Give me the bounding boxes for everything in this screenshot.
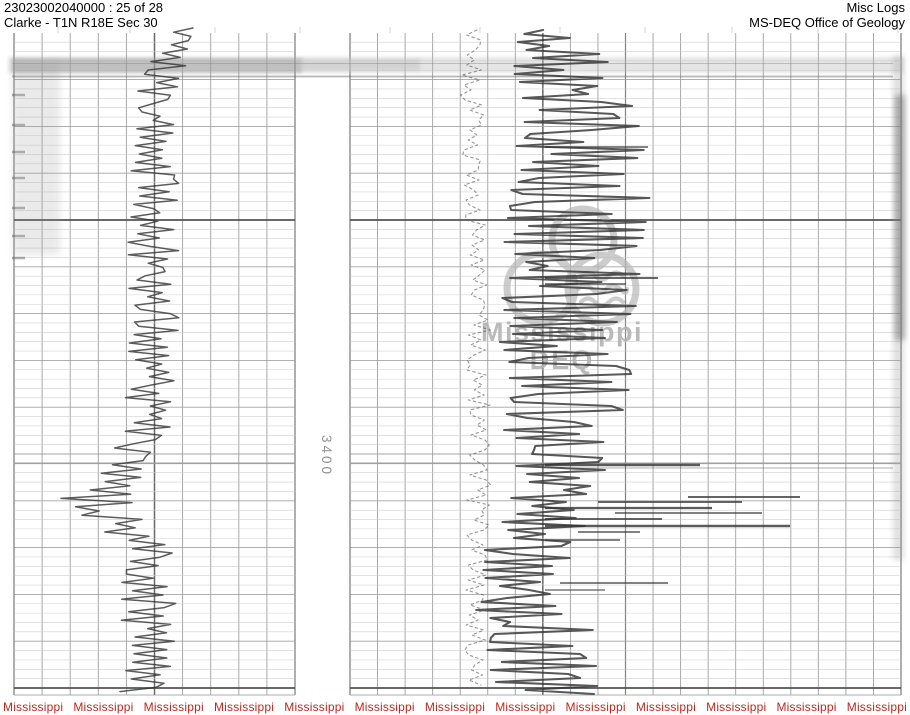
- depth-label: 3400: [319, 435, 334, 477]
- well-location-line: Clarke - T1N R18E Sec 30: [4, 14, 158, 30]
- footer-watermark-word: Mississippi: [706, 700, 767, 714]
- footer-watermark-word: Mississippi: [846, 700, 907, 714]
- footer-watermark-word: Mississippi: [424, 700, 486, 714]
- agency-label: MS-DEQ Office of Geology: [749, 14, 905, 30]
- left-curve: [60, 27, 194, 693]
- watermark-text-deq: DEQ: [530, 345, 595, 375]
- footer-watermark-word: Mississippi: [73, 700, 134, 714]
- footer-watermark-word: Mississippi: [284, 700, 345, 714]
- log-traces: [60, 27, 651, 696]
- footer-watermark-word: Mississippi: [495, 700, 556, 714]
- doc-id-line: 23023002040000 : 25 of 28: [4, 0, 164, 15]
- scan-artifacts: [8, 55, 905, 560]
- footer-watermark-word: Mississippi: [354, 700, 415, 714]
- footer-watermark-word: Mississippi: [143, 700, 204, 714]
- header-right: Misc Logs MS-DEQ Office of Geology: [749, 0, 905, 30]
- footer-watermark-row: Mississippi Mississippi Mississippi Mississ…: [0, 698, 910, 715]
- footer-watermark-word: Mississippi: [213, 700, 275, 714]
- footer-watermark-word: Mississippi: [3, 700, 64, 714]
- footer-watermark-word: Mississippi: [776, 700, 837, 714]
- header-left: 23023002040000 : 25 of 28 Clarke - T1N R…: [4, 0, 164, 30]
- log-spikes: [545, 146, 893, 591]
- footer-watermark-word: Mississippi: [565, 700, 626, 714]
- log-type-label: Misc Logs: [846, 0, 905, 15]
- footer-watermark-word: Mississippi: [635, 700, 697, 714]
- right-dashed-curve: [460, 29, 492, 686]
- right-main-curve: [475, 28, 651, 696]
